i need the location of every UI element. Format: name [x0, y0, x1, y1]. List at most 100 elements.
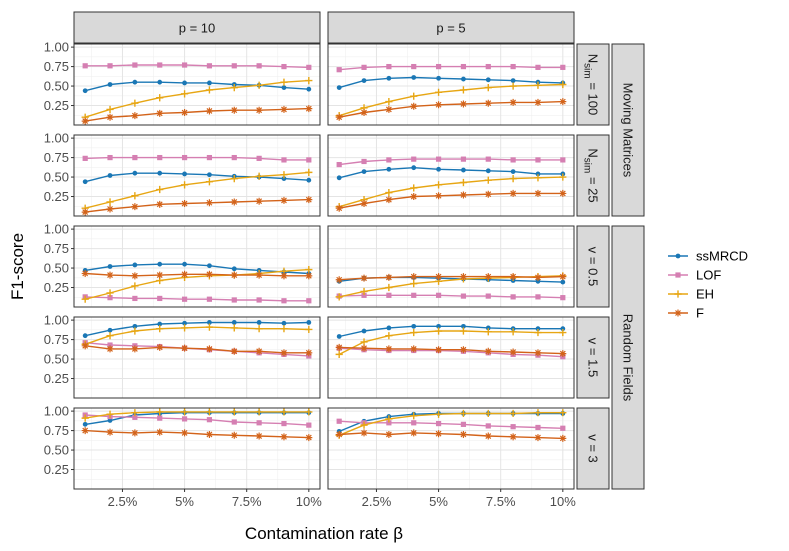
series-line-EH	[84, 326, 309, 345]
data-point-LOF	[485, 156, 491, 162]
data-point-F	[255, 197, 263, 205]
row-strip	[576, 43, 610, 126]
data-point-EH	[180, 324, 189, 332]
panel-r3-c1	[327, 316, 575, 399]
data-point-EH	[305, 325, 313, 334]
data-point-ssMRCD	[281, 176, 287, 182]
data-point-EH	[255, 81, 263, 89]
data-point-ssMRCD	[436, 75, 441, 81]
data-point-EH	[106, 410, 114, 418]
data-point-LOF	[460, 156, 467, 162]
data-point-EH	[385, 415, 393, 423]
data-point-F	[156, 109, 164, 117]
series-ssMRCD	[336, 323, 566, 339]
series-line-LOF	[339, 65, 563, 71]
row-strip-label: Nsim = 100	[582, 54, 601, 115]
data-point-LOF	[281, 420, 287, 427]
data-point-LOF	[510, 63, 516, 70]
legend-key-marker	[674, 290, 682, 298]
legend-item-F: F	[668, 306, 704, 321]
data-point-ssMRCD	[436, 323, 441, 329]
data-point-LOF	[485, 423, 491, 429]
group-strip	[611, 43, 645, 217]
data-point-ssMRCD	[82, 421, 88, 427]
data-point-F	[205, 199, 213, 207]
data-point-EH	[255, 408, 263, 416]
data-point-F	[484, 99, 492, 107]
series-F	[81, 105, 313, 125]
data-point-ssMRCD	[157, 170, 163, 176]
data-point-ssMRCD	[485, 325, 491, 331]
data-point-F	[335, 276, 343, 284]
data-point-EH	[81, 414, 89, 422]
data-point-F	[360, 109, 368, 117]
panel-background	[328, 408, 574, 489]
data-point-LOF	[411, 292, 417, 298]
series-F	[335, 273, 567, 284]
legend-label: ssMRCD	[696, 249, 748, 264]
data-point-LOF	[510, 157, 516, 163]
panel-r4-c1	[327, 407, 575, 490]
data-point-ssMRCD	[107, 327, 113, 333]
data-point-ssMRCD	[182, 80, 187, 86]
data-point-F	[385, 345, 393, 353]
data-point-F	[205, 430, 213, 438]
data-point-F	[459, 191, 467, 199]
data-point-F	[534, 273, 542, 281]
data-point-LOF	[460, 63, 467, 70]
data-point-LOF	[306, 422, 312, 428]
data-point-F	[230, 271, 238, 279]
data-point-LOF	[82, 155, 88, 161]
data-point-EH	[410, 412, 418, 420]
series-line-ssMRCD	[85, 321, 309, 337]
data-point-ssMRCD	[182, 261, 187, 267]
data-point-F	[459, 346, 467, 354]
data-point-EH	[106, 198, 114, 206]
data-point-EH	[509, 175, 517, 183]
data-point-LOF	[181, 416, 188, 422]
data-point-F	[181, 344, 189, 352]
data-point-EH	[335, 350, 343, 358]
data-point-F	[156, 428, 164, 436]
data-point-ssMRCD	[461, 323, 466, 329]
series-LOF	[82, 62, 312, 70]
data-point-EH	[280, 171, 288, 179]
data-point-EH	[305, 266, 313, 274]
data-point-LOF	[386, 157, 392, 163]
data-point-F	[181, 200, 189, 208]
data-point-ssMRCD	[207, 80, 212, 86]
data-point-EH	[459, 178, 468, 187]
data-point-LOF	[535, 424, 541, 431]
series-line-ssMRCD	[85, 263, 309, 275]
data-point-LOF	[132, 62, 138, 68]
y-tick-label: 0.25	[44, 98, 69, 113]
data-point-F	[385, 105, 393, 113]
data-point-EH	[230, 324, 238, 332]
data-point-F	[559, 434, 567, 442]
data-point-LOF	[485, 63, 491, 70]
data-point-F	[230, 431, 238, 439]
series-line-LOF	[85, 296, 309, 302]
data-point-F	[255, 347, 263, 355]
data-point-F	[280, 433, 288, 441]
data-point-ssMRCD	[411, 75, 417, 80]
series-line-F	[85, 107, 309, 122]
row-strip	[576, 316, 610, 399]
panel-r0-c0	[73, 43, 321, 126]
data-point-EH	[131, 409, 139, 417]
x-tick-label: 2.5%	[108, 494, 138, 509]
data-point-EH	[459, 86, 468, 94]
data-point-F	[305, 349, 313, 357]
legend-label: LOF	[696, 268, 721, 283]
series-line-EH	[339, 176, 563, 208]
data-point-EH	[434, 327, 443, 335]
data-point-F	[484, 432, 492, 440]
data-point-ssMRCD	[182, 320, 187, 326]
panel-border	[73, 316, 321, 399]
legend-label: F	[696, 306, 704, 321]
data-point-ssMRCD	[281, 320, 287, 326]
data-point-F	[534, 189, 542, 197]
data-point-EH	[434, 410, 443, 418]
panel-border	[327, 43, 575, 126]
data-point-EH	[410, 280, 418, 288]
